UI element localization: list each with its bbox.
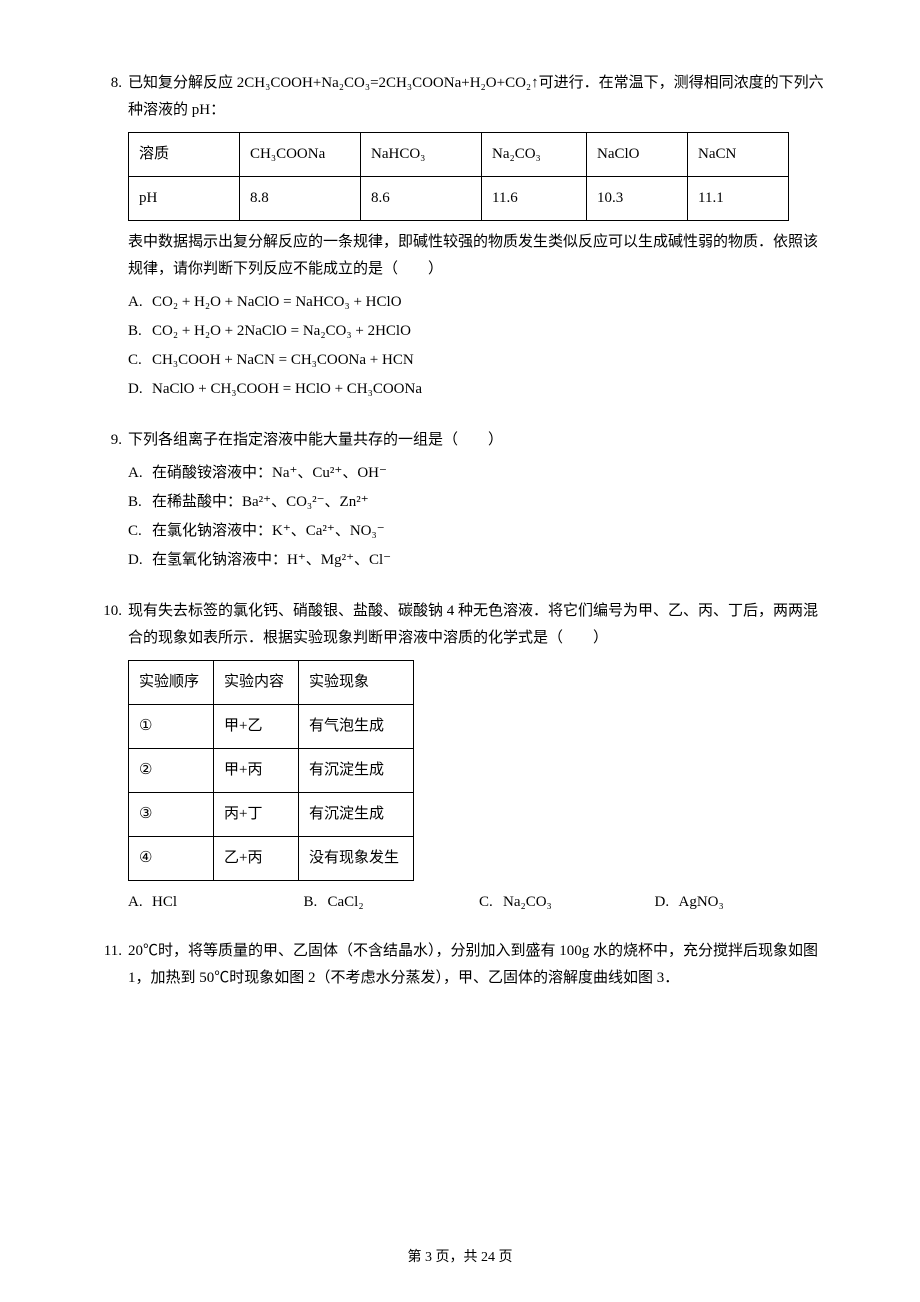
question-text: 已知复分解反应 2CH₃COOH+Na₂CO₃=2CH₃COONa+H₂O+CO… — [128, 70, 830, 124]
table-cell: 实验顺序 — [129, 661, 214, 705]
table-cell: 10.3 — [587, 177, 688, 221]
option-label: A. — [128, 460, 152, 487]
table-row: ① 甲+乙 有气泡生成 — [129, 705, 414, 749]
table-cell: pH — [129, 177, 240, 221]
experiment-table: 实验顺序 实验内容 实验现象 ① 甲+乙 有气泡生成 ② 甲+丙 有沉淀生成 ③… — [128, 660, 414, 881]
option-text: 在氢氧化钠溶液中：H⁺、Mg²⁺、Cl⁻ — [152, 552, 391, 568]
option-a: A.HCl — [128, 889, 304, 916]
option-label: C. — [128, 347, 152, 374]
table-cell: ① — [129, 705, 214, 749]
table-row: ③ 丙+丁 有沉淀生成 — [129, 793, 414, 837]
table-cell: 乙+丙 — [214, 837, 299, 881]
option-label: B. — [304, 889, 328, 916]
option-label: D. — [128, 547, 152, 574]
options: A.在硝酸铵溶液中：Na⁺、Cu²⁺、OH⁻ B.在稀盐酸中：Ba²⁺、CO₃²… — [128, 460, 830, 574]
question-text: 现有失去标签的氯化钙、硝酸银、盐酸、碳酸钠 4 种无色溶液．将它们编号为甲、乙、… — [128, 598, 830, 652]
table-row: ② 甲+丙 有沉淀生成 — [129, 749, 414, 793]
option-text: 在氯化钠溶液中：K⁺、Ca²⁺、NO₃⁻ — [152, 523, 385, 539]
table-row: 溶质 CH₃COONa NaHCO₃ Na₂CO₃ NaClO NaCN — [129, 133, 789, 177]
option-text: CO₂ + H₂O + 2NaClO = Na₂CO₃ + 2HClO — [152, 323, 411, 339]
table-cell: 甲+丙 — [214, 749, 299, 793]
option-label: C. — [128, 518, 152, 545]
question-8: 8. 已知复分解反应 2CH₃COOH+Na₂CO₃=2CH₃COONa+H₂O… — [90, 70, 830, 405]
option-label: A. — [128, 889, 152, 916]
table-cell: 实验内容 — [214, 661, 299, 705]
question-number: 10. — [90, 598, 128, 625]
option-text: Na₂CO₃ — [503, 894, 552, 910]
question-body: 已知复分解反应 2CH₃COOH+Na₂CO₃=2CH₃COONa+H₂O+CO… — [128, 70, 830, 405]
question-text: 20℃时，将等质量的甲、乙固体（不含结晶水），分别加入到盛有 100g 水的烧杯… — [128, 938, 830, 992]
table-cell: 8.6 — [361, 177, 482, 221]
table-row: pH 8.8 8.6 11.6 10.3 11.1 — [129, 177, 789, 221]
option-text: CH₃COOH + NaCN = CH₃COONa + HCN — [152, 352, 414, 368]
question-number: 8. — [90, 70, 128, 97]
table-cell: 11.6 — [482, 177, 587, 221]
table-cell: Na₂CO₃ — [482, 133, 587, 177]
option-text: CO₂ + H₂O + NaClO = NaHCO₃ + HClO — [152, 294, 402, 310]
question-number: 9. — [90, 427, 128, 454]
table-cell: 8.8 — [240, 177, 361, 221]
table-cell: 有沉淀生成 — [299, 749, 414, 793]
option-text: NaClO + CH₃COOH = HClO + CH₃COONa — [152, 381, 422, 397]
question-body: 现有失去标签的氯化钙、硝酸银、盐酸、碳酸钠 4 种无色溶液．将它们编号为甲、乙、… — [128, 598, 830, 916]
option-label: D. — [128, 376, 152, 403]
table-cell: 11.1 — [688, 177, 789, 221]
option-a: A.CO₂ + H₂O + NaClO = NaHCO₃ + HClO — [128, 289, 830, 316]
question-9: 9. 下列各组离子在指定溶液中能大量共存的一组是（ ） A.在硝酸铵溶液中：Na… — [90, 427, 830, 576]
table-cell: 没有现象发生 — [299, 837, 414, 881]
option-text: CaCl₂ — [328, 894, 364, 910]
option-label: B. — [128, 318, 152, 345]
options: A.CO₂ + H₂O + NaClO = NaHCO₃ + HClO B.CO… — [128, 289, 830, 403]
question-11: 11. 20℃时，将等质量的甲、乙固体（不含结晶水），分别加入到盛有 100g … — [90, 938, 830, 998]
table-cell: 甲+乙 — [214, 705, 299, 749]
table-cell: ② — [129, 749, 214, 793]
option-c: C.在氯化钠溶液中：K⁺、Ca²⁺、NO₃⁻ — [128, 518, 830, 545]
option-d: D.AgNO₃ — [655, 889, 831, 916]
table-cell: 溶质 — [129, 133, 240, 177]
table-row: ④ 乙+丙 没有现象发生 — [129, 837, 414, 881]
option-text: 在稀盐酸中：Ba²⁺、CO₃²⁻、Zn²⁺ — [152, 494, 369, 510]
option-label: C. — [479, 889, 503, 916]
option-text: 在硝酸铵溶液中：Na⁺、Cu²⁺、OH⁻ — [152, 465, 387, 481]
table-row: 实验顺序 实验内容 实验现象 — [129, 661, 414, 705]
option-c: C.CH₃COOH + NaCN = CH₃COONa + HCN — [128, 347, 830, 374]
table-cell: NaHCO₃ — [361, 133, 482, 177]
table-cell: ④ — [129, 837, 214, 881]
question-text: 表中数据揭示出复分解反应的一条规律，即碱性较强的物质发生类似反应可以生成碱性弱的… — [128, 229, 830, 283]
page-footer: 第 3 页，共 24 页 — [0, 1245, 920, 1270]
option-label: B. — [128, 489, 152, 516]
option-c: C.Na₂CO₃ — [479, 889, 655, 916]
option-b: B.CO₂ + H₂O + 2NaClO = Na₂CO₃ + 2HClO — [128, 318, 830, 345]
table-cell: ③ — [129, 793, 214, 837]
option-b: B.在稀盐酸中：Ba²⁺、CO₃²⁻、Zn²⁺ — [128, 489, 830, 516]
question-10: 10. 现有失去标签的氯化钙、硝酸银、盐酸、碳酸钠 4 种无色溶液．将它们编号为… — [90, 598, 830, 916]
page: 8. 已知复分解反应 2CH₃COOH+Na₂CO₃=2CH₃COONa+H₂O… — [0, 0, 920, 1302]
option-text: AgNO₃ — [679, 894, 724, 910]
option-d: D.在氢氧化钠溶液中：H⁺、Mg²⁺、Cl⁻ — [128, 547, 830, 574]
option-label: A. — [128, 289, 152, 316]
question-body: 20℃时，将等质量的甲、乙固体（不含结晶水），分别加入到盛有 100g 水的烧杯… — [128, 938, 830, 998]
table-cell: NaClO — [587, 133, 688, 177]
option-label: D. — [655, 889, 679, 916]
option-a: A.在硝酸铵溶液中：Na⁺、Cu²⁺、OH⁻ — [128, 460, 830, 487]
table-cell: 有沉淀生成 — [299, 793, 414, 837]
ph-table: 溶质 CH₃COONa NaHCO₃ Na₂CO₃ NaClO NaCN pH … — [128, 132, 789, 221]
options: A.HCl B.CaCl₂ C.Na₂CO₃ D.AgNO₃ — [128, 889, 830, 916]
table-cell: CH₃COONa — [240, 133, 361, 177]
option-b: B.CaCl₂ — [304, 889, 480, 916]
table-cell: NaCN — [688, 133, 789, 177]
question-text: 下列各组离子在指定溶液中能大量共存的一组是（ ） — [128, 427, 830, 454]
table-cell: 丙+丁 — [214, 793, 299, 837]
table-cell: 有气泡生成 — [299, 705, 414, 749]
question-number: 11. — [90, 938, 128, 965]
question-body: 下列各组离子在指定溶液中能大量共存的一组是（ ） A.在硝酸铵溶液中：Na⁺、C… — [128, 427, 830, 576]
option-text: HCl — [152, 894, 177, 910]
option-d: D.NaClO + CH₃COOH = HClO + CH₃COONa — [128, 376, 830, 403]
table-cell: 实验现象 — [299, 661, 414, 705]
